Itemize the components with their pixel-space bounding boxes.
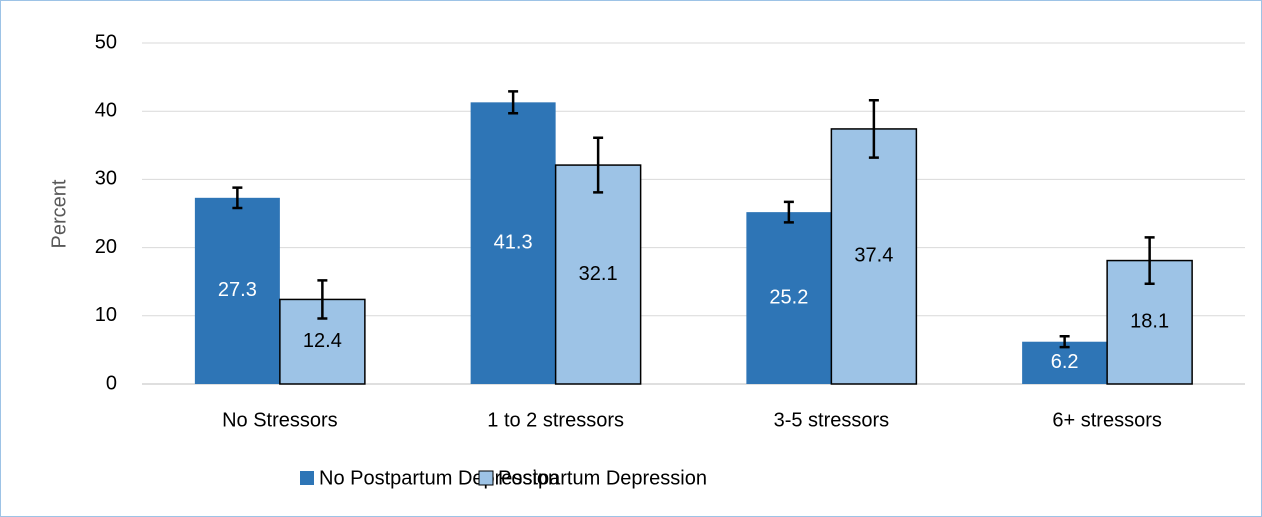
bar [194,197,280,384]
y-axis-title: Percent [48,179,70,248]
y-tick-label: 0 [106,372,117,394]
error-bar [508,90,519,115]
bar [1022,341,1108,384]
x-tick-label: No Stressors [222,409,338,431]
data-label: 27.3 [218,279,257,301]
y-tick-label: 30 [95,168,117,190]
x-tick-label: 3-5 stressors [774,409,890,431]
y-tick-label: 50 [95,31,117,53]
y-tick-label: 20 [95,236,117,258]
data-label: 25.2 [769,286,808,308]
x-tick-label: 6+ stressors [1052,409,1161,431]
error-bar [1144,236,1155,285]
y-tick-label: 10 [95,304,117,326]
y-tick-label: 40 [95,99,117,121]
x-tick-label: 1 to 2 stressors [487,409,624,431]
legend-label: No Postpartum Depression [319,467,559,489]
error-bar [1059,335,1070,349]
bar [746,212,832,384]
error-bar [868,99,879,159]
legend-label: Postpartum Depression [498,467,707,489]
data-label: 12.4 [303,330,342,352]
data-label: 41.3 [494,231,533,253]
data-label: 32.1 [579,263,618,285]
data-label: 37.4 [854,245,893,267]
error-bar [593,136,604,194]
data-label: 18.1 [1130,311,1169,333]
error-bar [783,200,794,224]
bar [470,102,556,385]
legend-swatch [300,471,314,485]
data-label: 6.2 [1051,351,1079,373]
error-bar [317,279,328,320]
legend-swatch [478,470,494,486]
error-bar [232,186,243,210]
